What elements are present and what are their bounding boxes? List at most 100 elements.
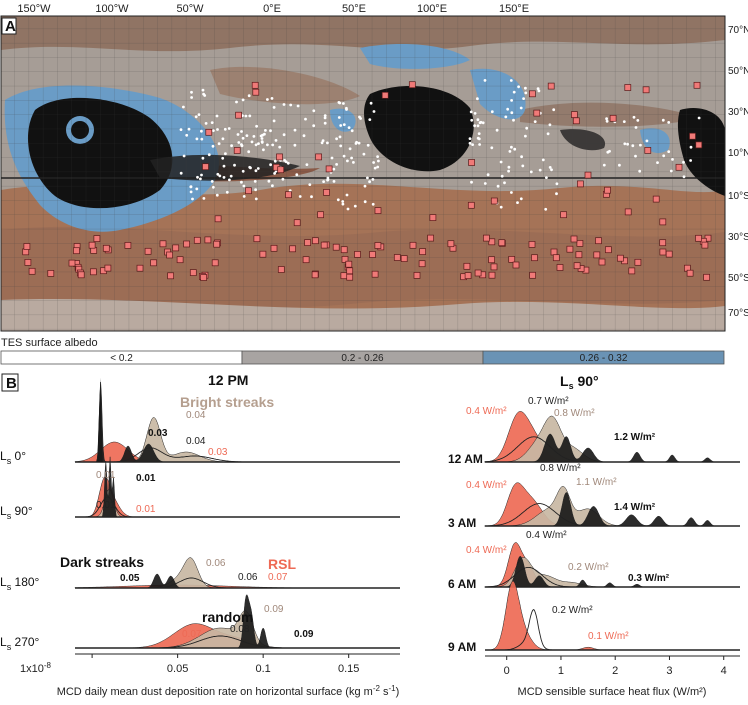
random-dot: [310, 195, 313, 199]
rsl-marker: [413, 272, 421, 279]
random-dot: [256, 167, 260, 170]
rsl-marker: [251, 81, 259, 89]
random-dot: [190, 90, 193, 94]
random-dot: [661, 118, 665, 122]
rsl-marker: [205, 128, 213, 136]
random-dot: [504, 115, 508, 119]
mode-annotation-random: 0.06: [238, 572, 258, 583]
random-dot: [636, 119, 640, 122]
random-dot: [533, 120, 537, 123]
random-dot: [336, 198, 340, 202]
rsl-marker: [102, 244, 110, 252]
right-x-tick-label: 2: [612, 665, 618, 677]
random-dot: [237, 141, 241, 144]
rsl-marker: [277, 166, 285, 174]
mode-annotation-bright: 0.01: [96, 470, 116, 481]
random-dot: [282, 133, 286, 137]
right-plot-heat-flux: 12 AM3 AM6 AM9 AM0.4 W/m²0.7 W/m²0.8 W/m…: [448, 396, 740, 698]
random-dot: [552, 108, 556, 112]
rsl-marker: [409, 241, 417, 249]
rsl-marker: [533, 109, 541, 117]
random-dot: [255, 124, 258, 128]
rsl-marker: [604, 186, 611, 194]
random-dot: [187, 127, 191, 131]
random-dot: [524, 91, 528, 95]
rsl-marker: [24, 259, 32, 266]
rsl-marker: [270, 244, 278, 252]
rsl-marker: [447, 240, 455, 248]
random-dot: [264, 129, 267, 132]
random-dot: [257, 142, 260, 146]
random-dot: [179, 128, 183, 132]
rsl-marker: [695, 141, 703, 149]
random-dot: [357, 141, 361, 145]
rsl-marker: [468, 159, 475, 166]
rsl-marker: [576, 240, 584, 247]
left-plot-title: 12 PM: [208, 372, 248, 388]
random-dot: [638, 169, 642, 173]
random-dot: [266, 143, 269, 147]
random-dot: [281, 177, 285, 181]
random-dot: [510, 191, 513, 194]
random-dot: [252, 135, 256, 138]
rsl-marker: [211, 259, 219, 267]
random-dot: [605, 119, 609, 123]
map-canvas: [1, 16, 725, 331]
random-dot: [242, 195, 246, 198]
rsl-marker: [371, 270, 379, 278]
rsl-marker: [547, 82, 555, 90]
rsl-marker: [189, 269, 197, 276]
rsl-marker: [605, 246, 612, 254]
rsl-marker: [593, 251, 601, 259]
right-x-tick-label: 4: [721, 665, 727, 677]
mode-annotation-dark: 0.09: [294, 629, 314, 640]
random-dot: [507, 169, 510, 173]
random-dot: [236, 133, 240, 136]
rsl-marker: [624, 84, 632, 91]
rsl-marker: [104, 264, 112, 272]
rsl-marker: [167, 272, 174, 280]
random-dot: [200, 129, 203, 133]
panel-a-tag: A: [5, 18, 16, 35]
random-dot: [541, 158, 545, 162]
random-dot: [483, 79, 487, 82]
panel-b-density-plots: B 12 PM Ls 90° Ls 0° Ls 90° Ls 180° Ls 270°…: [0, 372, 740, 698]
random-dot: [269, 129, 272, 133]
random-dot: [667, 121, 671, 124]
random-dot: [524, 134, 527, 138]
rsl-marker: [529, 90, 536, 98]
random-dot: [682, 160, 685, 164]
random-dot: [196, 175, 199, 179]
random-dot: [263, 132, 266, 136]
random-dot: [478, 121, 482, 125]
random-dot: [369, 101, 373, 105]
panel-b-tag-box: [1, 373, 19, 392]
random-dot: [312, 124, 316, 128]
random-dot: [271, 184, 274, 188]
random-dot: [525, 126, 529, 130]
random-dot: [338, 135, 342, 139]
random-dot: [372, 110, 376, 113]
rsl-marker: [311, 271, 319, 279]
random-dot: [207, 153, 211, 157]
rsl-marker: [90, 268, 97, 276]
random-dot: [353, 204, 357, 208]
random-dot: [250, 140, 254, 144]
random-dot: [330, 156, 334, 160]
latitude-label: 70°N: [728, 25, 748, 36]
rsl-marker: [529, 271, 536, 279]
random-dot: [182, 105, 185, 109]
rsl-marker: [341, 256, 349, 263]
longitude-labels: 150°W 100°W 50°W 0°E 50°E 100°E 150°E: [17, 3, 529, 15]
random-dot: [377, 159, 380, 163]
random-dot: [500, 174, 504, 178]
rsl-marker: [28, 267, 36, 275]
rsl-marker: [628, 267, 636, 275]
random-dot: [235, 100, 238, 104]
mode-annotation-bright: 0.09: [264, 604, 284, 615]
random-dot: [368, 180, 371, 184]
random-dot: [337, 116, 341, 119]
random-dot: [495, 128, 499, 132]
random-dot: [555, 192, 558, 196]
right-plot-title: Ls 90°: [560, 373, 599, 391]
